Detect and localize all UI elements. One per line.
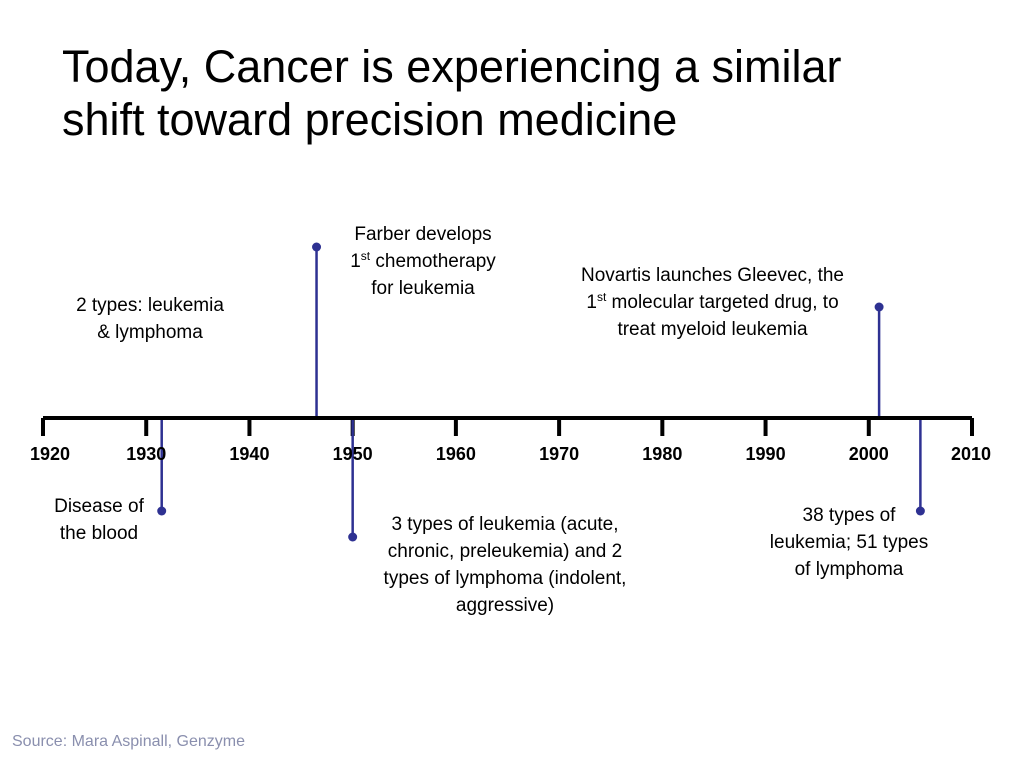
note-farber: Farber develops 1st chemotherapy for leu… <box>323 221 523 302</box>
timeline-markers <box>157 242 925 542</box>
marker-dot-farber <box>312 242 322 252</box>
source-citation: Source: Mara Aspinall, Genzyme <box>12 733 245 750</box>
note-three-types: 3 types of leukemia (acute, chronic, pre… <box>350 511 660 619</box>
year-label-1990: 1990 <box>746 444 786 464</box>
note-line: 3 types of leukemia (acute, <box>391 514 619 535</box>
year-label-1960: 1960 <box>436 444 476 464</box>
note-line: the blood <box>59 523 139 544</box>
year-label-2010: 2010 <box>951 444 991 464</box>
note-line: for leukemia <box>371 278 475 299</box>
note-two-types: 2 types: leukemia & lymphoma <box>50 292 250 346</box>
note-line: & lymphoma <box>97 322 203 343</box>
note-line: 1st molecular targeted drug, to <box>586 290 839 313</box>
slide-title: Today, Cancer is experiencing a similar … <box>62 40 1002 146</box>
note-disease-of-blood: Disease of the blood <box>40 493 158 547</box>
note-line: 2 types: leukemia <box>76 295 224 316</box>
title-line-1: Today, Cancer is experiencing a similar <box>62 41 842 92</box>
note-line: aggressive) <box>455 595 555 616</box>
note-line: treat myeloid leukemia <box>617 319 808 340</box>
year-label-1940: 1940 <box>229 444 269 464</box>
marker-dot-thirty-eight-types <box>915 506 925 516</box>
note-line: chronic, preleukemia) and 2 <box>387 541 623 562</box>
title-line-2: shift toward precision medicine <box>62 94 678 145</box>
year-label-2000: 2000 <box>849 444 889 464</box>
year-label-1970: 1970 <box>539 444 579 464</box>
marker-dot-disease-of-blood <box>157 506 167 516</box>
note-gleevec: Novartis launches Gleevec, the 1st molec… <box>545 262 880 343</box>
note-line: 38 types of <box>802 505 896 526</box>
marker-dot-three-types <box>348 532 358 542</box>
note-line: leukemia; 51 types <box>769 532 929 553</box>
note-line: Farber develops <box>354 224 492 245</box>
year-label-1950: 1950 <box>333 444 373 464</box>
note-line: Novartis launches Gleevec, the <box>581 265 844 286</box>
marker-dot-gleevec <box>874 302 884 312</box>
note-thirty-eight-types: 38 types of leukemia; 51 types of lympho… <box>744 502 954 583</box>
timeline-year-labels: 1920 1930 1940 1950 1960 1970 1980 1990 2000 2010 <box>30 444 991 464</box>
note-line: of lymphoma <box>794 559 904 580</box>
year-label-1980: 1980 <box>642 444 682 464</box>
note-line: Disease of <box>54 496 144 517</box>
note-line: types of lymphoma (indolent, <box>383 568 627 589</box>
year-label-1920: 1920 <box>30 444 70 464</box>
year-label-1930: 1930 <box>126 444 166 464</box>
note-line: 1st chemotherapy <box>350 249 496 272</box>
timeline-ticks <box>41 418 974 436</box>
